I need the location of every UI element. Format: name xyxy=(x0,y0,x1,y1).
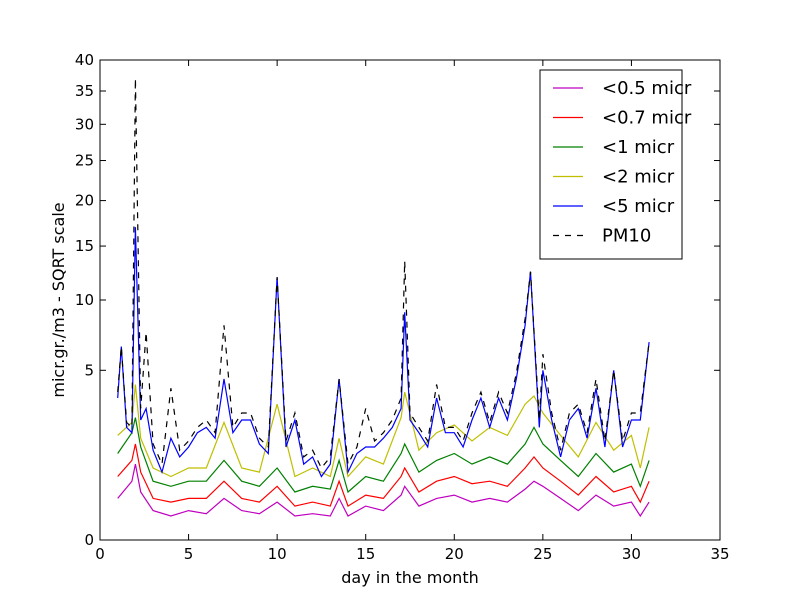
x-tick-label: 5 xyxy=(184,545,194,563)
legend-label: PM10 xyxy=(602,226,651,247)
series-line-5-micr xyxy=(117,227,650,478)
series-line-1-micr xyxy=(117,417,650,494)
x-tick-label: 15 xyxy=(356,545,375,563)
y-tick-label: 35 xyxy=(75,82,94,100)
x-tick-label: 35 xyxy=(710,545,729,563)
legend-label: <5 micr xyxy=(602,196,675,217)
x-tick-label: 25 xyxy=(533,545,552,563)
legend-label: <0.7 micr xyxy=(602,108,692,129)
series-line-2-micr xyxy=(117,384,650,478)
legend-label: <2 micr xyxy=(602,167,675,188)
y-tick-label: 30 xyxy=(75,115,94,133)
x-tick-label: 30 xyxy=(622,545,641,563)
y-tick-label: 0 xyxy=(84,531,94,549)
y-tick-label: 10 xyxy=(75,291,94,309)
series-line-0-5-micr xyxy=(117,463,650,518)
y-tick-label: 40 xyxy=(75,51,94,69)
axis-ticks: 0 5 10 15 20 25 30 35 0 5 10 15 20 25 30 35 40 xyxy=(75,51,730,563)
y-tick-label: 5 xyxy=(84,361,94,379)
legend-box xyxy=(539,69,683,260)
y-tick-label: 15 xyxy=(75,237,94,255)
legend-label: <1 micr xyxy=(602,137,675,158)
series-line-0-7-micr xyxy=(117,443,650,508)
y-axis-label: micr.gr./m3 - SQRT scale xyxy=(49,202,68,397)
y-tick-label: 25 xyxy=(75,152,94,170)
series-line-pm10 xyxy=(117,78,650,470)
legend-label: <0.5 micr xyxy=(602,78,692,99)
x-tick-label: 10 xyxy=(268,545,287,563)
legend: <0.5 micr <0.7 micr <1 micr <2 micr <5 micr P… xyxy=(539,69,692,260)
y-tick-label: 20 xyxy=(75,192,94,210)
x-tick-label: 20 xyxy=(445,545,464,563)
x-axis-label: day in the month xyxy=(341,568,478,587)
x-tick-label: 0 xyxy=(95,545,105,563)
